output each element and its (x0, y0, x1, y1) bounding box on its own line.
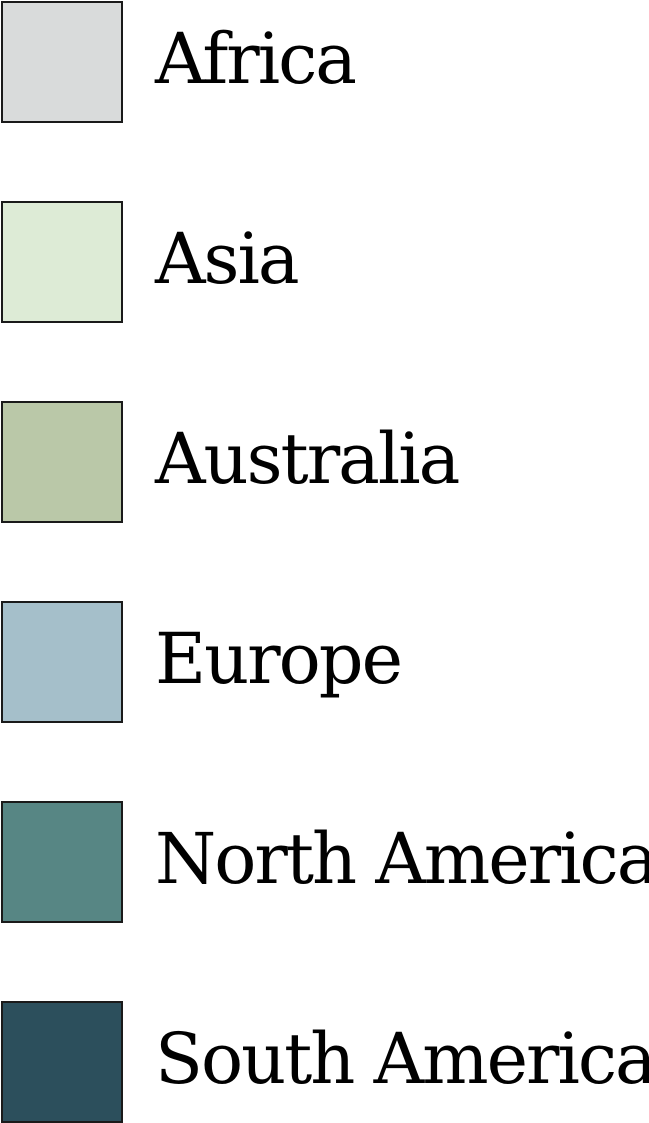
legend-swatch (1, 201, 123, 323)
legend-label: Africa (155, 18, 357, 100)
legend-swatch (1, 1, 123, 123)
legend-item-south-america: South America (0, 1000, 649, 1123)
legend-item-africa: Africa (0, 0, 649, 123)
legend-item-australia: Australia (0, 400, 649, 523)
legend-swatch (1, 1001, 123, 1123)
legend-label: Australia (155, 418, 460, 500)
legend-swatch (1, 601, 123, 723)
legend-item-north-america: North America (0, 800, 649, 923)
legend-item-asia: Asia (0, 200, 649, 323)
legend-item-europe: Europe (0, 600, 649, 723)
legend-swatch (1, 401, 123, 523)
legend-swatch (1, 801, 123, 923)
legend-label: Asia (155, 218, 300, 300)
legend-label: South America (155, 1018, 649, 1100)
legend-label: North America (155, 818, 649, 900)
legend-label: Europe (155, 618, 403, 700)
